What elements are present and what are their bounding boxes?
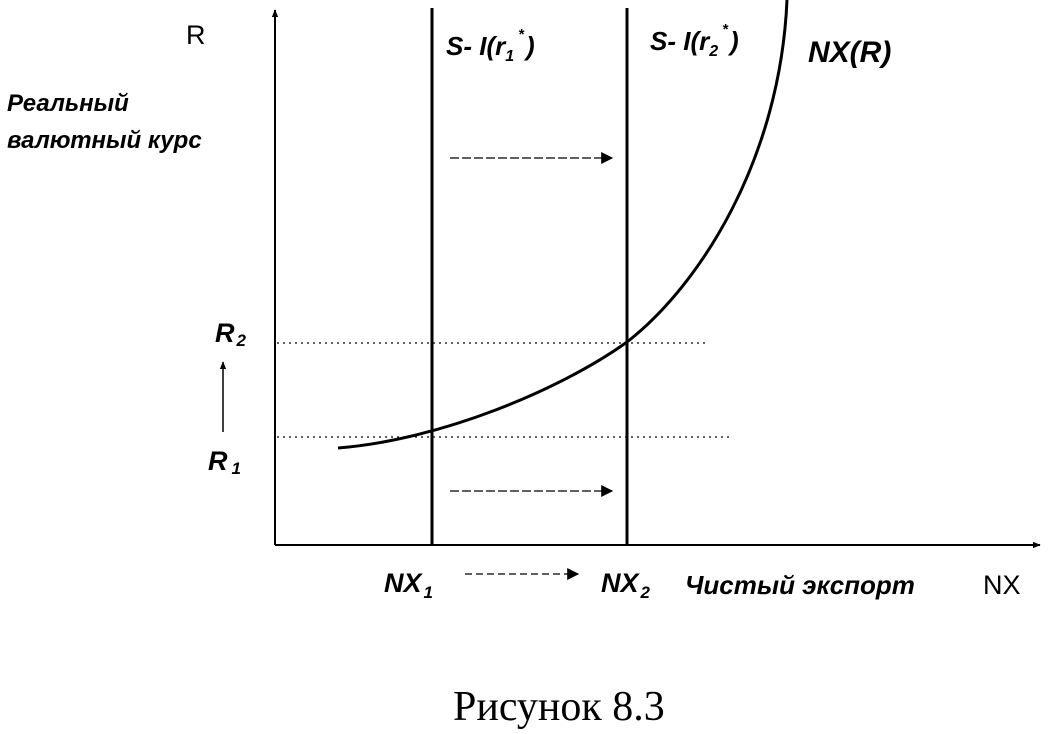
x-axis-symbol: NX: [983, 570, 1021, 600]
nx2-label: NX 2: [601, 568, 651, 602]
nx-r-curve: [337, 0, 789, 450]
y-axis-title-line1: Реальный: [7, 90, 129, 117]
figure-caption: Рисунок 8.3: [453, 684, 665, 730]
y-axis-symbol: R: [186, 20, 206, 50]
s-i-label-2: S- I(r2*): [650, 21, 739, 60]
s-i-label-1: S- I(r1*): [446, 26, 535, 65]
y-axis-title-line2: валютный курс: [7, 127, 202, 154]
curve-label: NX(R): [808, 36, 891, 69]
nx1-label: NX 1: [384, 568, 433, 602]
x-axis-title: Чистый экспорт: [685, 570, 915, 600]
